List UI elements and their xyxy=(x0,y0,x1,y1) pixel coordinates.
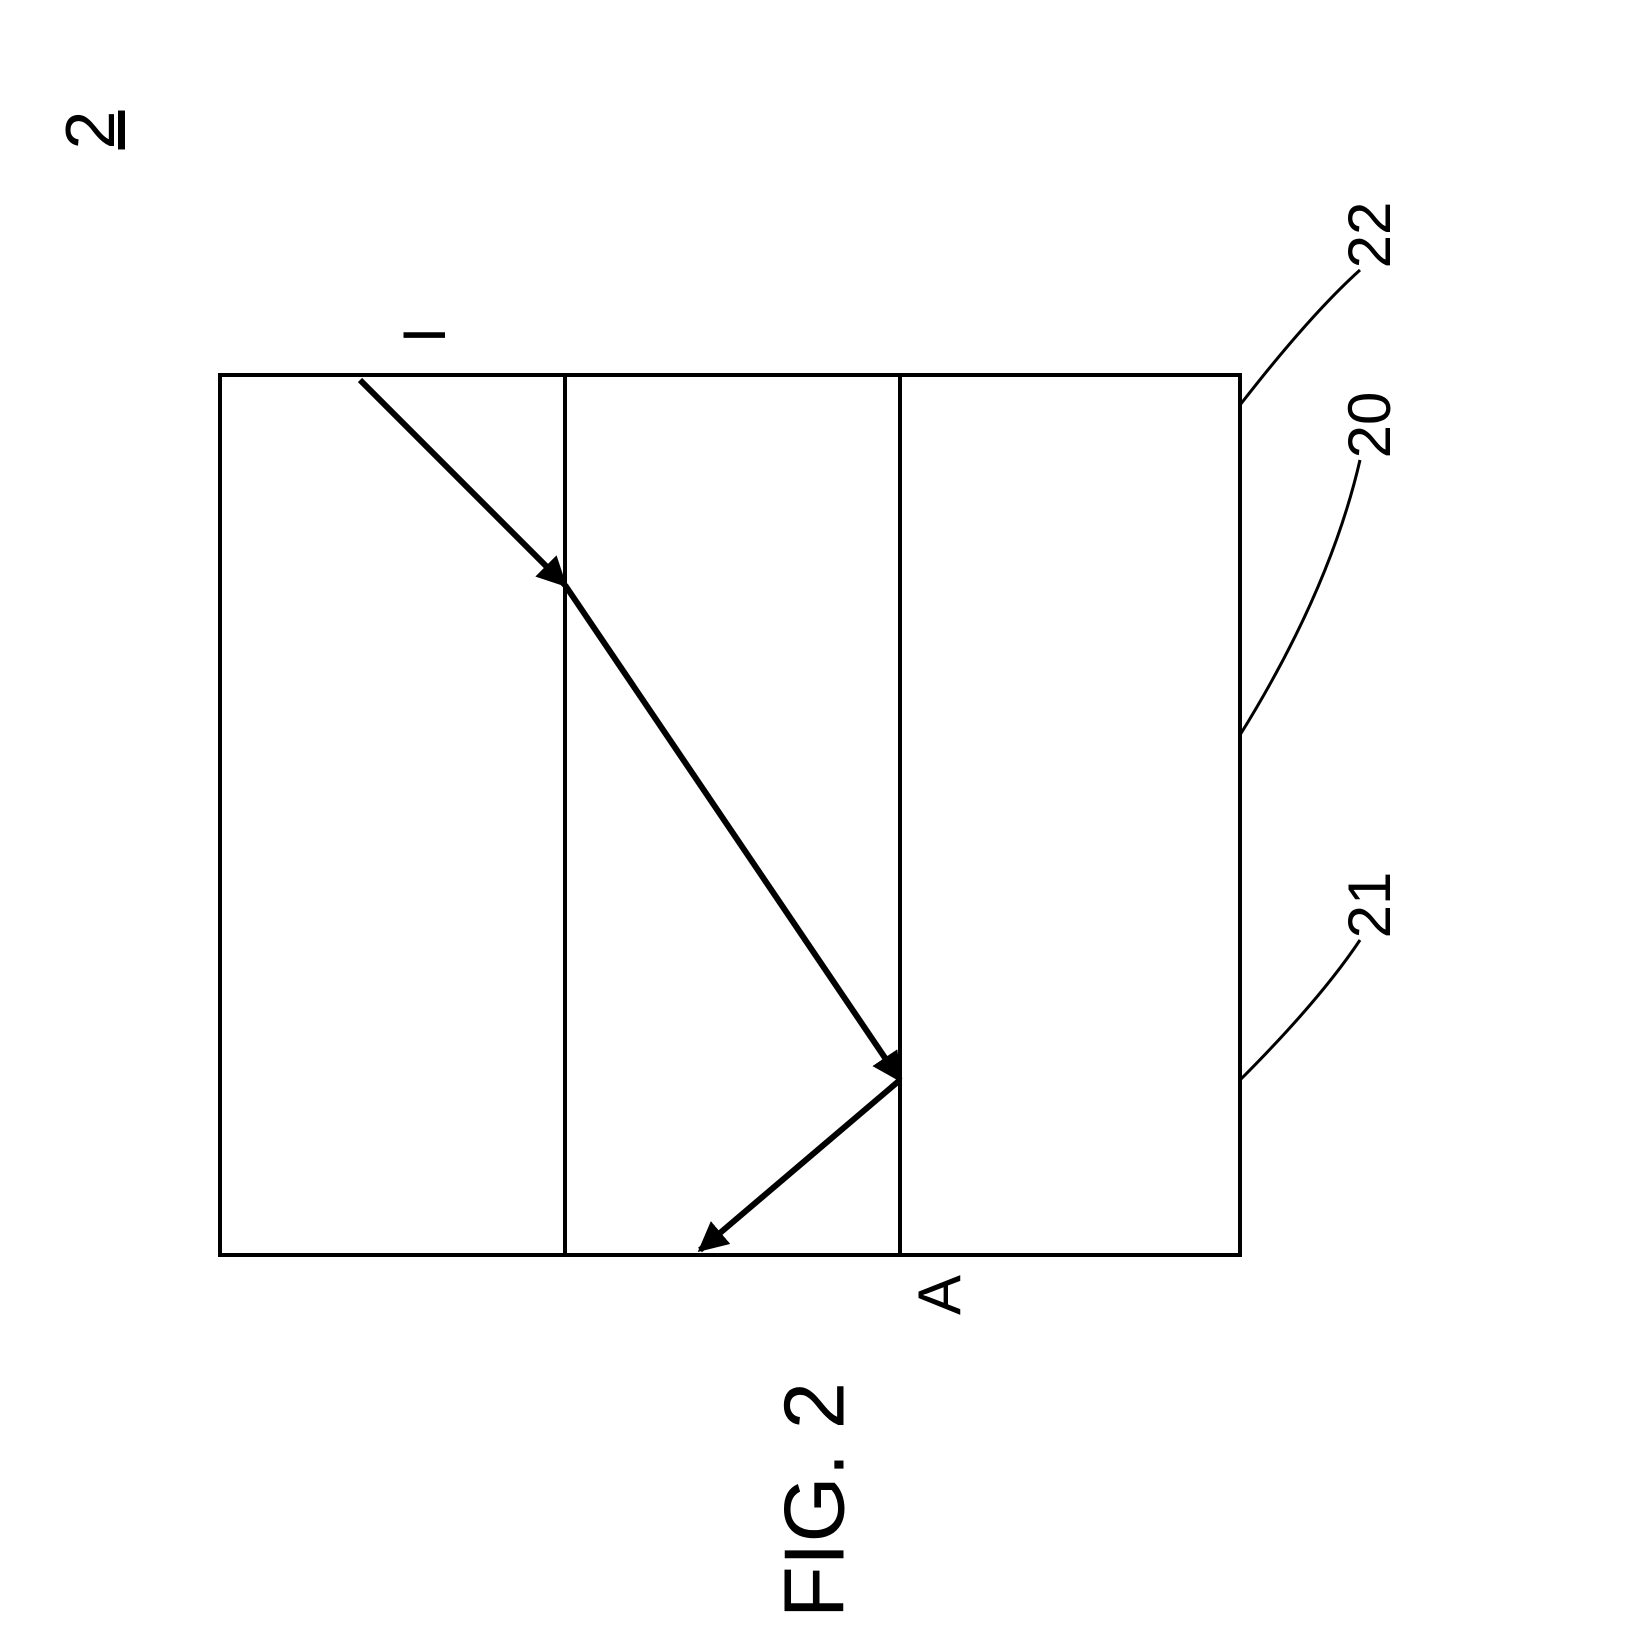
ref-20-label: 20 xyxy=(1340,392,1400,459)
ref-21-label: 21 xyxy=(1340,872,1400,939)
figure-canvas: 2 22 20 21 I A FIG. 2 xyxy=(0,0,1627,1650)
incident-ray-label: I xyxy=(395,327,455,344)
ref-22-label: 22 xyxy=(1340,202,1400,269)
figure-number-label: 2 xyxy=(55,111,125,150)
figure-caption: FIG. 2 xyxy=(773,1382,858,1618)
exit-ray-label: A xyxy=(910,1275,970,1315)
